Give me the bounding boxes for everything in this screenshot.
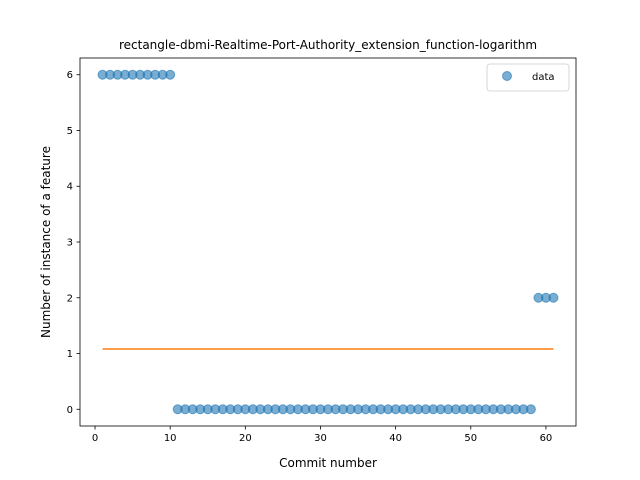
y-tick-label: 2 — [67, 293, 73, 304]
y-tick-label: 5 — [67, 126, 73, 137]
y-axis-ticks: 0 1 2 3 4 5 6 — [67, 70, 80, 416]
x-tick-label: 30 — [314, 433, 327, 444]
legend-box — [486, 63, 570, 92]
data-point — [525, 404, 536, 415]
data-point — [165, 69, 176, 80]
x-tick-label: 40 — [389, 433, 402, 444]
legend-label: data — [532, 72, 555, 83]
y-tick-label: 4 — [67, 182, 73, 193]
legend-marker — [502, 71, 512, 81]
y-axis-label: Number of instance of a feature — [39, 146, 53, 338]
chart-title: rectangle-dbmi-Realtime-Port-Authority_e… — [119, 38, 537, 52]
x-tick-label: 60 — [540, 433, 553, 444]
data-point — [548, 292, 559, 303]
y-tick-label: 0 — [67, 405, 73, 416]
legend: data — [486, 63, 570, 92]
y-tick-label: 3 — [67, 238, 73, 249]
plot-marks — [97, 69, 559, 415]
y-tick-label: 1 — [67, 349, 73, 360]
y-tick-label: 6 — [67, 70, 73, 81]
x-tick-label: 10 — [164, 433, 177, 444]
x-tick-label: 50 — [464, 433, 477, 444]
x-tick-label: 20 — [239, 433, 252, 444]
x-tick-label: 0 — [92, 433, 98, 444]
x-axis-ticks: 0 10 20 30 40 50 60 — [92, 426, 552, 444]
x-axis-label: Commit number — [279, 456, 377, 470]
